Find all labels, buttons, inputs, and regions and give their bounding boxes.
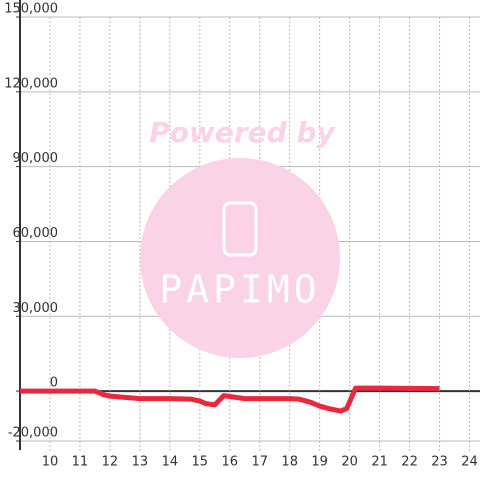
- y-tick-label: 30,000: [13, 301, 59, 316]
- watermark-phone-icon: [222, 201, 258, 257]
- x-tick-label: 20: [341, 455, 358, 470]
- x-tick-label: 13: [132, 455, 149, 470]
- y-tick-label: 0: [50, 376, 58, 391]
- x-tick-label: 15: [192, 455, 209, 470]
- x-tick-label: 10: [42, 455, 59, 470]
- y-tick-label: 90,000: [13, 151, 59, 166]
- x-tick-label: 14: [162, 455, 179, 470]
- x-tick-label: 23: [431, 455, 448, 470]
- watermark-circle: [140, 158, 340, 358]
- y-tick-label: 60,000: [13, 226, 59, 241]
- y-tick-label: 150,000: [4, 2, 58, 17]
- x-tick-label: 16: [221, 455, 238, 470]
- x-tick-label: 18: [281, 455, 298, 470]
- y-tick-label: -20,000: [8, 426, 58, 441]
- x-tick-label: 12: [102, 455, 119, 470]
- x-tick-label: 22: [401, 455, 418, 470]
- data-line: [20, 385, 440, 414]
- x-tick-label: 19: [311, 455, 328, 470]
- x-tick-label: 21: [371, 455, 388, 470]
- watermark-text: Powered by: [149, 116, 336, 149]
- x-tick-label: 17: [251, 455, 268, 470]
- x-tick-label: 11: [72, 455, 89, 470]
- y-tick-label: 120,000: [4, 76, 58, 91]
- x-tick-label: 24: [461, 455, 478, 470]
- watermark-logo: PAPIMO: [159, 268, 320, 312]
